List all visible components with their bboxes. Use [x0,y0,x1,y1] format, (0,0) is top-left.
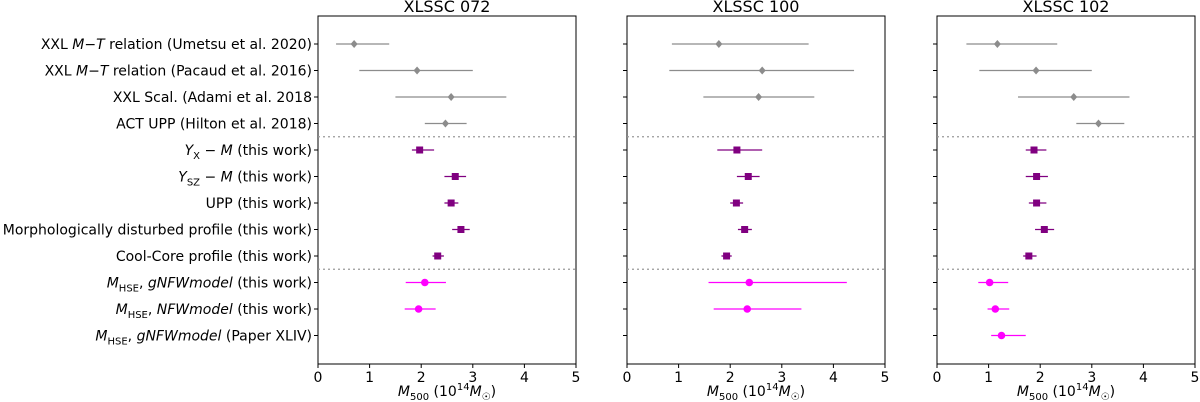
panel-3-row-5-marker [1030,146,1038,154]
panel-2-xtick-label: 1 [674,370,683,386]
panel-3-row-11-marker [991,305,1000,313]
row-label-11: MHSE, NFWmodel (this work) [116,302,312,321]
panel-3-row-2-marker [1032,66,1040,75]
panel-3-xtick-label: 2 [1036,370,1045,386]
panel-2-row-1-marker [715,40,723,48]
panel-1-row-7-marker [447,199,455,207]
row-label-8: Morphologically disturbed profile (this … [3,223,312,239]
panel-2-xtick-label: 4 [829,370,838,386]
panel-2-row-3-marker [755,93,763,101]
panel-1-row-8-marker [457,226,465,233]
panel-1-xlabel: M500 (1014M☉) [398,382,496,402]
panel-1-xtick-label: 3 [468,370,477,386]
panel-3-xtick-label: 1 [984,370,993,386]
panel-2-xtick-label: 0 [623,370,632,386]
panel-2-title: XLSSC 100 [713,0,800,16]
panel-1-xtick-label: 5 [572,370,581,386]
row-label-6: YSZ − M (this work) [178,170,312,189]
panel-1-frame [317,15,577,365]
panel-2-xtick-label: 5 [881,370,890,386]
row-label-7: UPP (this work) [206,196,312,212]
panel-3-row-10-marker [985,278,994,287]
panel-1-xtick-label: 2 [417,370,426,386]
panel-2-xtick-label: 2 [726,370,735,386]
panel-3-row-8-marker [1040,226,1048,233]
panel-2-row-11-marker [743,305,752,313]
panel-1-row-3-marker [447,93,455,101]
panel-3-row-3-marker [1070,93,1078,101]
panel-3-row-9-marker [1025,252,1033,260]
panel-2-row-5-marker [733,146,741,154]
panel-3-xtick-label: 4 [1139,370,1148,386]
panel-3-xtick-label: 5 [1191,370,1200,386]
panel-2-row-7-marker [732,199,740,207]
panel-3-xtick-label: 0 [933,370,942,386]
row-label-5: YX − M (this work) [185,143,312,162]
panel-2-row-10-marker [745,278,754,287]
panel-3-title: XLSSC 102 [1023,0,1110,16]
panel-2-row-9-marker [723,252,731,260]
panel-1-row-9-marker [434,252,442,260]
panel-1-xtick-label: 0 [314,370,323,386]
panel-1-row-4-marker [441,119,449,128]
panel-3-row-7-marker [1033,199,1041,207]
panel-1-row-11-marker [414,305,423,313]
panel-2-frame [626,15,886,365]
panel-1-row-2-marker [413,66,421,75]
panel-2-row-2-marker [758,66,766,75]
panel-1-row-1-marker [350,40,358,48]
panel-3-row-1-marker [993,40,1001,48]
row-label-1: XXL M−T relation (Umetsu et al. 2020) [41,37,312,53]
panel-3-xlabel: M500 (1014M☉) [1017,382,1115,402]
panel-2-row-6-marker [744,173,752,180]
panel-1-xtick-label: 4 [520,370,529,386]
panel-1-row-10-marker [421,278,429,287]
panel-2-xtick-label: 3 [777,370,786,386]
panel-3-xtick-label: 3 [1087,370,1096,386]
panel-1-title: XLSSC 072 [404,0,491,16]
row-label-9: Cool-Core profile (this work) [116,249,312,265]
row-label-12: MHSE, gNFWmodel (Paper XLIV) [95,329,312,348]
panel-1-row-6-marker [451,173,459,180]
panel-1-row-5-marker [416,146,424,154]
panel-2-xlabel: M500 (1014M☉) [707,382,805,402]
row-label-2: XXL M−T relation (Pacaud et al. 2016) [45,64,312,80]
panel-2-row-8-marker [741,226,749,233]
panel-3-row-12-marker [997,331,1006,340]
panel-3-frame [936,15,1196,365]
panel-3-row-4-marker [1095,119,1103,128]
panel-1-xtick-label: 1 [365,370,374,386]
row-label-10: MHSE, gNFWmodel (this work) [107,276,312,295]
row-label-3: XXL Scal. (Adami et al. 2018 [113,90,312,106]
row-label-4: ACT UPP (Hilton et al. 2018) [116,117,312,133]
panel-3-row-6-marker [1033,173,1041,180]
